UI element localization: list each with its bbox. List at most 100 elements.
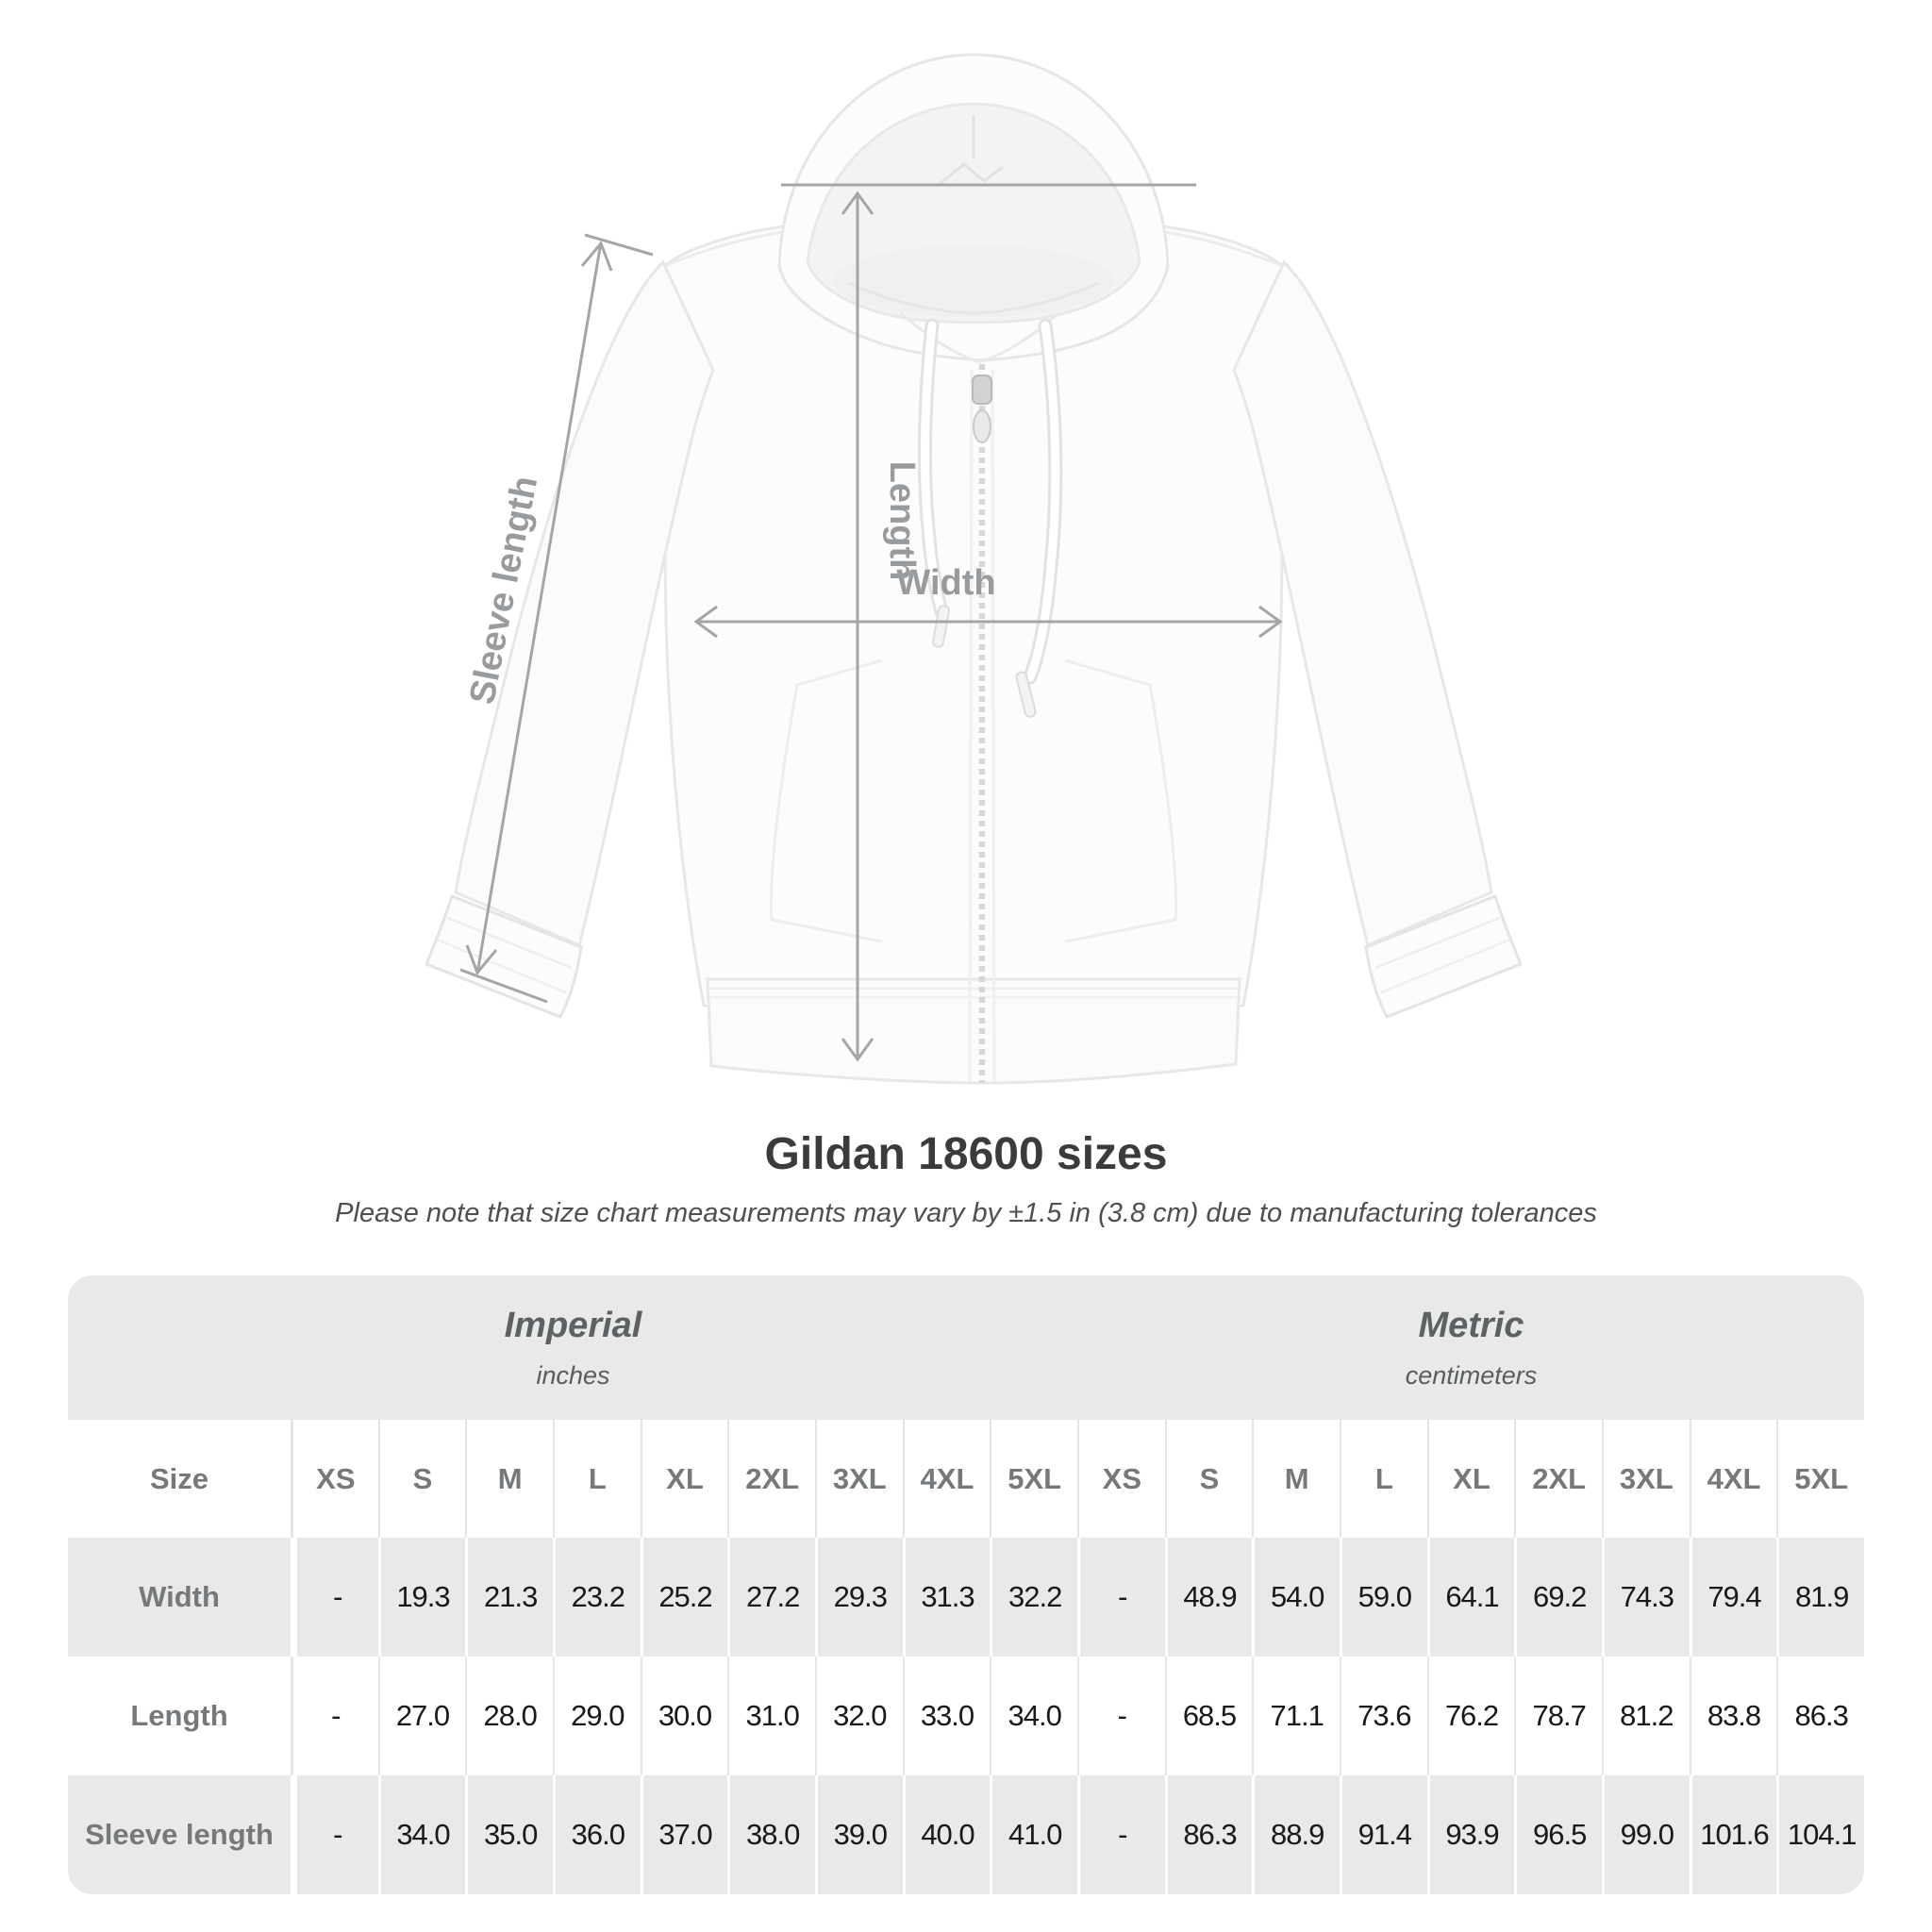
value-cell-metric: 83.8	[1689, 1657, 1777, 1775]
value-cell-metric: 78.7	[1514, 1657, 1602, 1775]
value-cell-imperial: 25.2	[640, 1538, 728, 1657]
value-cell-metric: 101.6	[1689, 1775, 1777, 1894]
size-header-metric-m: M	[1252, 1420, 1340, 1538]
value-cell-metric: 54.0	[1252, 1538, 1340, 1657]
value-cell-imperial: -	[291, 1657, 378, 1775]
measurement-annotations	[459, 183, 1283, 1062]
value-cell-imperial: 29.3	[814, 1538, 903, 1657]
table-row-sleeve-length: Sleeve length -34.0 35.0 36.0 37.0 38.0 39.0 4…	[68, 1775, 1864, 1894]
value-cell-metric: 104.1	[1776, 1775, 1864, 1894]
value-cell-metric: 73.6	[1339, 1657, 1427, 1775]
hem-band	[706, 977, 1241, 1085]
size-header-imperial-xl: XL	[640, 1420, 728, 1538]
size-header-metric-3xl: 3XL	[1601, 1420, 1690, 1538]
value-cell-metric: 74.3	[1601, 1538, 1690, 1657]
value-cell-imperial: 34.0	[990, 1657, 1077, 1775]
value-cell-imperial: 32.2	[990, 1538, 1077, 1657]
value-cell-imperial: 30.0	[640, 1657, 728, 1775]
value-cell-imperial: 39.0	[814, 1775, 903, 1894]
value-cell-imperial: 28.0	[465, 1657, 553, 1775]
value-cell-imperial: 31.0	[727, 1657, 815, 1775]
row-label: Length	[130, 1699, 228, 1732]
size-table: Imperial inches Metric centimeters Size …	[68, 1275, 1864, 1894]
zipper-pull	[973, 409, 991, 443]
value-cell-imperial: 41.0	[990, 1775, 1077, 1894]
value-cell-imperial: 33.0	[902, 1657, 991, 1775]
size-header-metric-5xl: 5XL	[1776, 1420, 1864, 1538]
value-cell-metric: 71.1	[1252, 1657, 1340, 1775]
value-cell-imperial: 40.0	[902, 1775, 991, 1894]
hoodie-illustration	[425, 53, 1523, 1085]
size-header-metric-4xl: 4XL	[1689, 1420, 1777, 1538]
size-header-metric-l: L	[1339, 1420, 1427, 1538]
metric-header: Metric centimeters	[1078, 1275, 1864, 1420]
value-cell-imperial: 34.0	[377, 1775, 466, 1894]
length-measure	[781, 183, 1196, 1062]
left-pocket	[769, 658, 883, 943]
value-cell-metric: 86.3	[1164, 1775, 1253, 1894]
value-cell-metric: 59.0	[1339, 1538, 1427, 1657]
value-cell-imperial: 35.0	[465, 1775, 553, 1894]
left-sleeve	[454, 259, 715, 948]
value-cell-metric: 69.2	[1514, 1538, 1602, 1657]
size-header-imperial-xs: XS	[291, 1420, 378, 1538]
imperial-label: Imperial	[504, 1305, 642, 1345]
tolerance-note: Please note that size chart measurements…	[335, 1198, 1597, 1228]
table-row-length: Length -27.0 28.0 29.0 30.0 31.0 32.0 33.0 34.0…	[68, 1657, 1864, 1775]
value-cell-imperial: 27.2	[727, 1538, 815, 1657]
length-label: Length	[882, 461, 922, 581]
size-header-imperial-s: S	[377, 1420, 466, 1538]
value-cell-imperial: 29.0	[552, 1657, 641, 1775]
hoodie-measurement-diagram: Length Width Sleeve length	[425, 53, 1523, 1085]
left-cuff	[425, 894, 583, 1019]
page-title: Gildan 18600 sizes	[764, 1129, 1168, 1179]
right-sleeve	[1232, 259, 1493, 948]
value-cell-metric: 81.9	[1776, 1538, 1864, 1657]
right-pocket	[1064, 658, 1178, 943]
size-column-header: Size	[149, 1461, 209, 1495]
size-header-imperial-4xl: 4XL	[902, 1420, 991, 1538]
value-cell-imperial: 31.3	[902, 1538, 991, 1657]
size-header-imperial-2xl: 2XL	[727, 1420, 815, 1538]
imperial-unit: inches	[536, 1360, 610, 1390]
value-cell-imperial: 19.3	[377, 1538, 466, 1657]
value-cell-imperial: 21.3	[465, 1538, 553, 1657]
size-header-metric-s: S	[1164, 1420, 1253, 1538]
left-drawstring	[918, 318, 950, 648]
value-cell-imperial: -	[291, 1538, 378, 1657]
row-label: Width	[139, 1580, 220, 1613]
size-header-imperial-3xl: 3XL	[814, 1420, 903, 1538]
size-header-imperial-l: L	[552, 1420, 641, 1538]
width-measure	[693, 605, 1283, 639]
value-cell-metric: 96.5	[1514, 1775, 1602, 1894]
value-cell-imperial: 37.0	[640, 1775, 728, 1894]
size-header-imperial-5xl: 5XL	[990, 1420, 1077, 1538]
value-cell-metric: -	[1076, 1538, 1165, 1657]
value-cell-metric: 76.2	[1426, 1657, 1515, 1775]
value-cell-metric: 48.9	[1164, 1538, 1253, 1657]
value-cell-imperial: -	[291, 1775, 378, 1894]
value-cell-imperial: 38.0	[727, 1775, 815, 1894]
value-cell-metric: 88.9	[1252, 1775, 1340, 1894]
value-cell-metric: 99.0	[1601, 1775, 1690, 1894]
value-cell-metric: 91.4	[1339, 1775, 1427, 1894]
value-cell-metric: -	[1076, 1657, 1165, 1775]
sleeve-measure	[459, 233, 654, 1004]
size-header-metric-2xl: 2XL	[1514, 1420, 1602, 1538]
value-cell-imperial: 32.0	[814, 1657, 903, 1775]
row-label: Sleeve length	[85, 1818, 274, 1851]
value-cell-metric: 68.5	[1164, 1657, 1253, 1775]
value-cell-metric: 79.4	[1689, 1538, 1777, 1657]
value-cell-metric: 93.9	[1426, 1775, 1515, 1894]
value-cell-imperial: 27.0	[377, 1657, 466, 1775]
right-drawstring	[1015, 318, 1063, 718]
metric-unit: centimeters	[1405, 1360, 1538, 1390]
zipper-slider	[972, 375, 992, 405]
size-header-imperial-m: M	[465, 1420, 553, 1538]
size-header-row: Size XS S M L XL 2XL 3XL 4XL 5XL XS S M L XL 2XL 3XL 4XL…	[68, 1420, 1864, 1538]
value-cell-metric: 64.1	[1426, 1538, 1515, 1657]
right-cuff	[1364, 894, 1523, 1019]
value-cell-metric: -	[1076, 1775, 1165, 1894]
value-cell-metric: 81.2	[1601, 1657, 1690, 1775]
value-cell-imperial: 23.2	[552, 1538, 641, 1657]
